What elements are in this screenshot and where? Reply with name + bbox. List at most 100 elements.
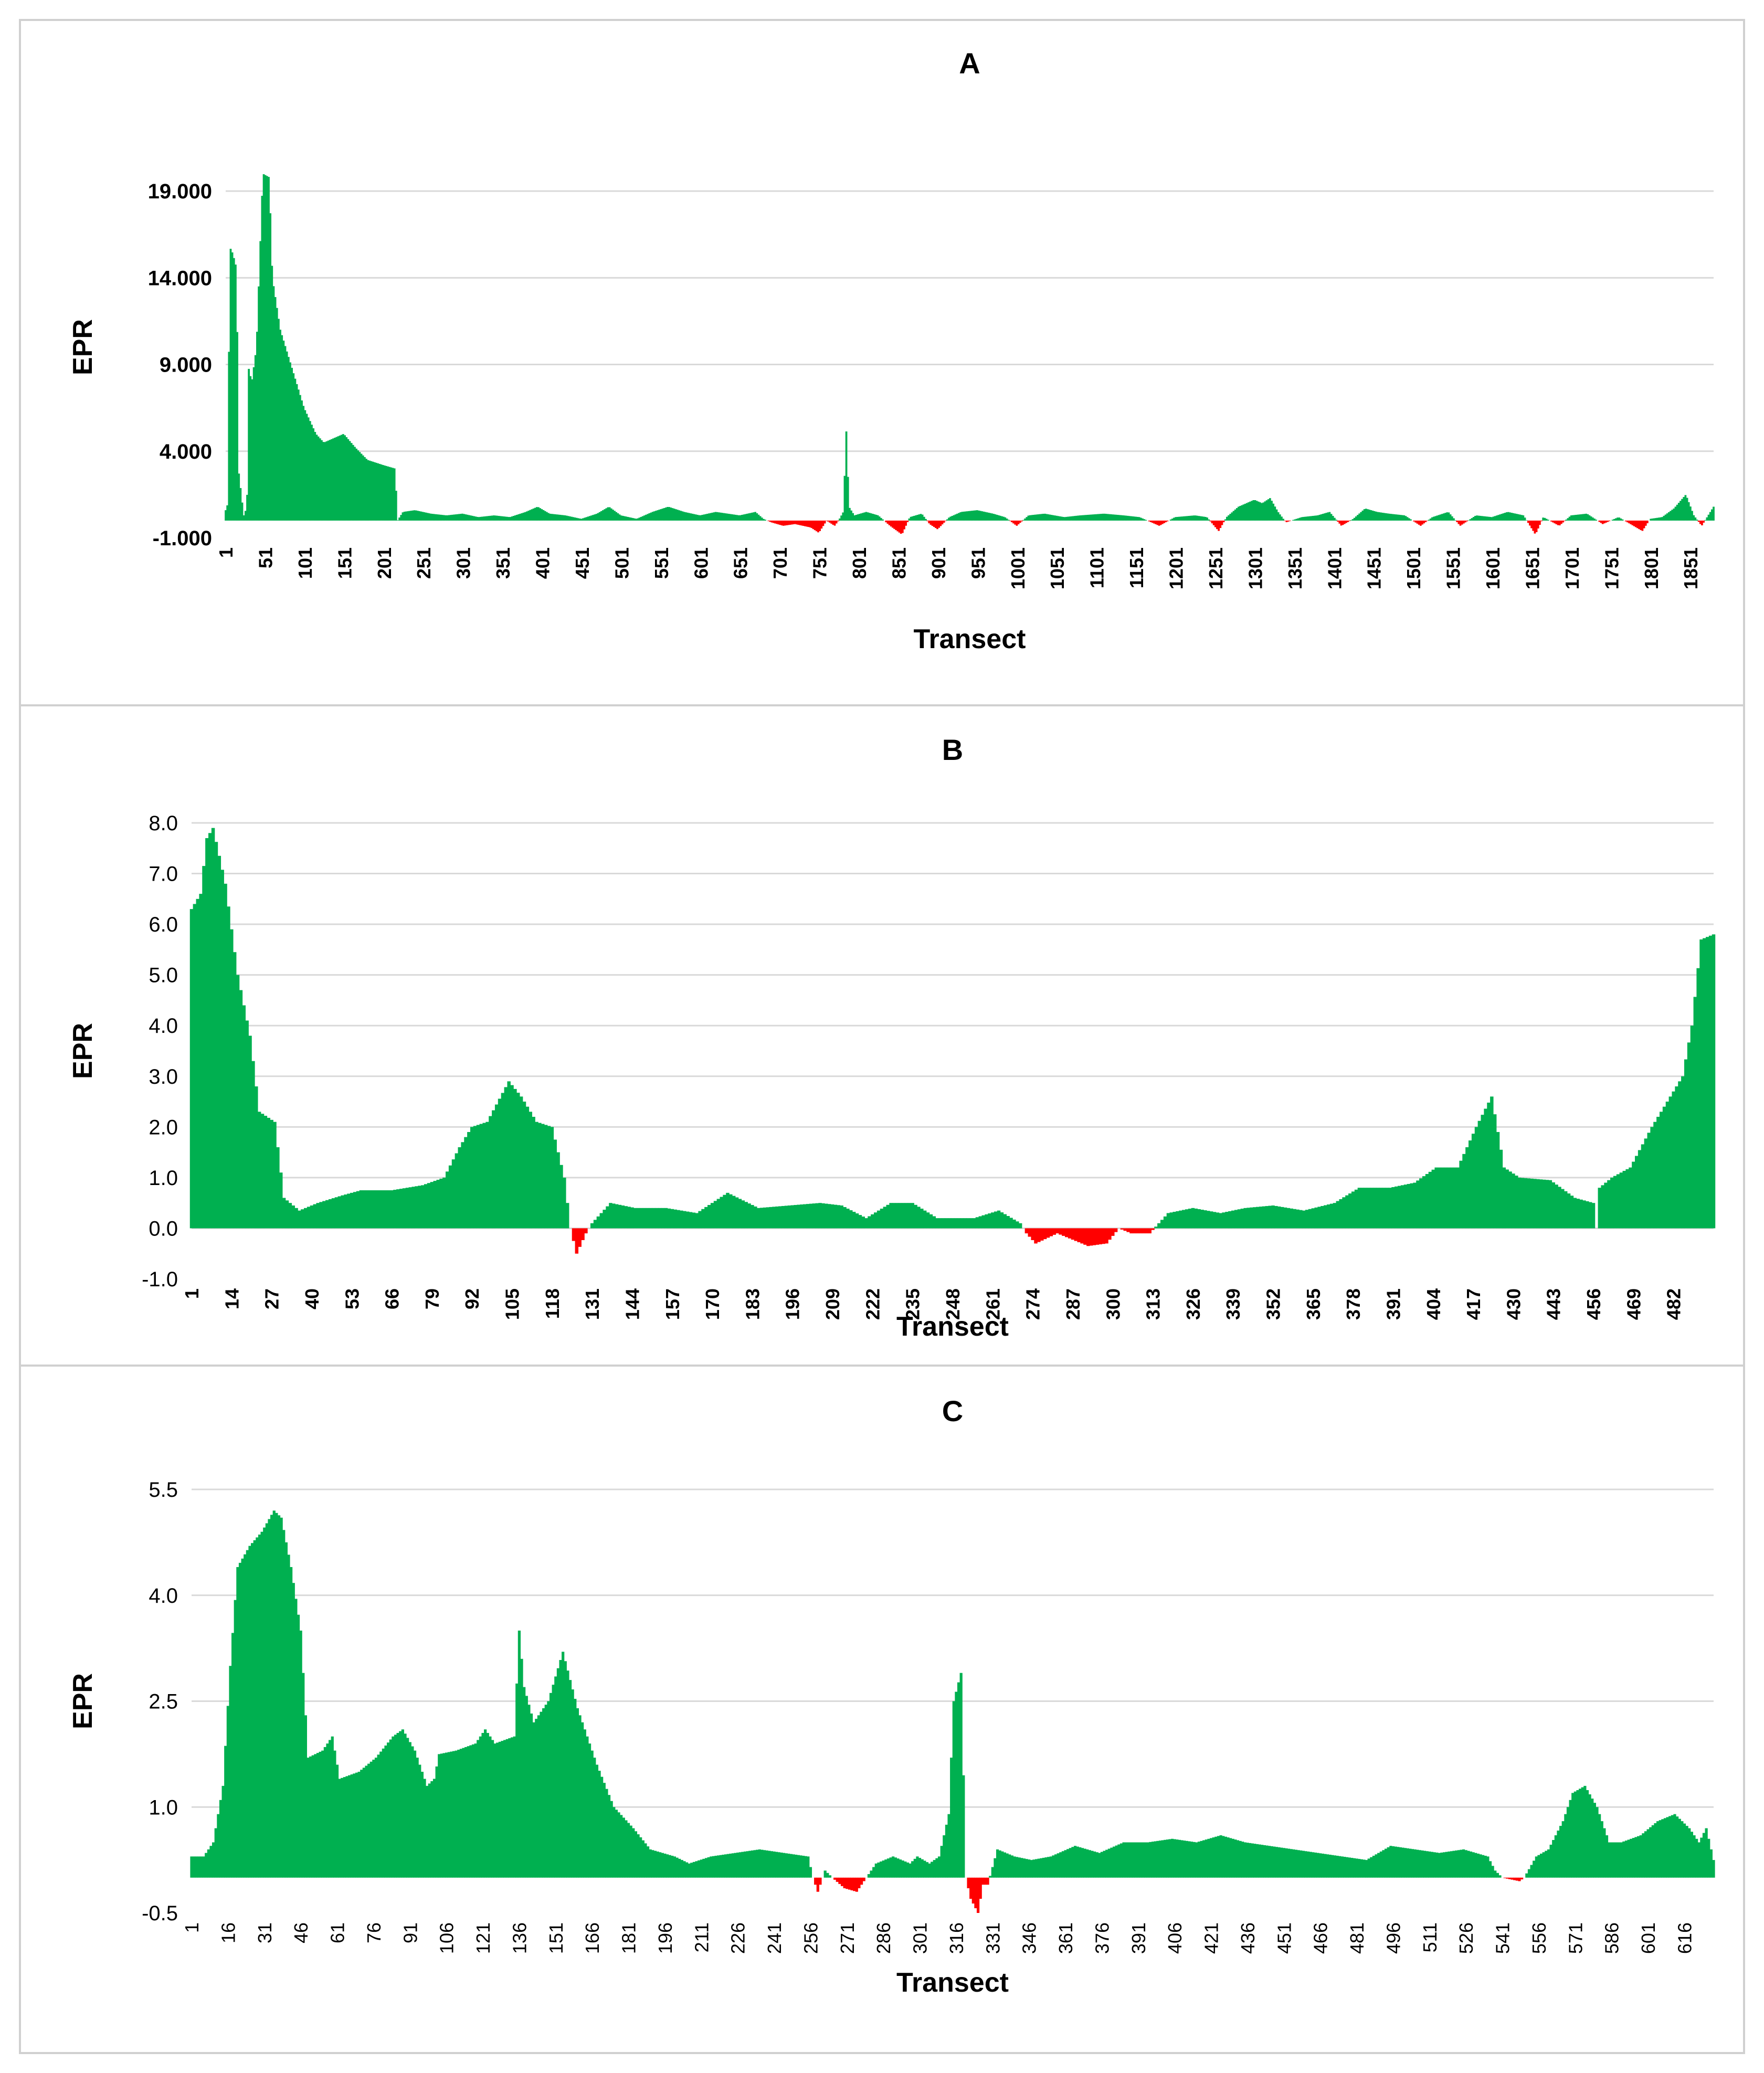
bar-positive (1381, 512, 1384, 521)
bar-positive (246, 494, 248, 521)
bar-positive (744, 514, 747, 521)
bar-negative (981, 1877, 985, 1885)
bar-positive (892, 1203, 896, 1229)
bar-positive (724, 513, 727, 521)
bar-positive (1119, 1843, 1123, 1878)
bar-negative (1562, 520, 1564, 523)
bar-positive (373, 462, 376, 521)
bar-positive (1055, 515, 1058, 521)
bar-positive (1212, 1212, 1217, 1229)
bar-positive (1591, 1799, 1594, 1878)
bar-positive (901, 1860, 904, 1878)
bar-positive (258, 286, 260, 521)
bar-positive (1170, 1838, 1174, 1878)
bar-negative (1539, 520, 1541, 525)
bar-positive (607, 507, 609, 521)
bar-negative (1511, 1877, 1514, 1880)
bar-negative (984, 1877, 987, 1885)
bar-positive (1395, 1186, 1398, 1229)
bar-positive (531, 509, 533, 521)
y-tick-label: 19.000 (148, 180, 212, 203)
bar-positive (653, 511, 656, 521)
bar-positive (615, 1204, 619, 1229)
bar-positive (772, 1207, 776, 1229)
bar-positive (968, 511, 970, 521)
bar-positive (913, 515, 915, 521)
bar-positive (428, 513, 430, 521)
bar-positive (1582, 514, 1584, 521)
bar-positive (700, 515, 702, 521)
bar-positive (1419, 1178, 1423, 1229)
bar-positive (1399, 1847, 1402, 1878)
bar-positive (1225, 1212, 1229, 1229)
bar-positive (1093, 514, 1096, 521)
bar-positive (1235, 508, 1238, 521)
bar-negative (792, 520, 795, 525)
bar-positive (1132, 1842, 1135, 1878)
bar-positive (1588, 1202, 1592, 1229)
bar-positive (225, 510, 227, 521)
bar-positive (1693, 515, 1695, 521)
bar-positive (582, 518, 585, 521)
bar-positive (595, 514, 598, 521)
bar-positive (1499, 514, 1502, 521)
bar-positive (387, 1742, 390, 1878)
bar-positive (799, 1855, 802, 1878)
bar-positive (491, 1740, 494, 1878)
bar-negative (1506, 1877, 1509, 1879)
bar-positive (918, 514, 921, 521)
bar-positive (1666, 513, 1668, 521)
bar-positive (1312, 516, 1314, 521)
bar-positive (1208, 519, 1210, 521)
bar-positive (1205, 1839, 1208, 1878)
bar-negative (860, 1877, 863, 1885)
bar-positive (242, 515, 245, 521)
x-tick-label: 1 (215, 547, 237, 558)
bar-positive (812, 1203, 816, 1229)
bar-positive (698, 515, 700, 521)
bar-positive (1319, 1853, 1322, 1878)
bar-negative (1089, 1228, 1093, 1246)
bar-positive (732, 1196, 736, 1229)
y-tick-label: 5.5 (149, 1478, 178, 1501)
bar-positive (638, 517, 641, 521)
bar-positive (279, 330, 281, 521)
bar-positive (1408, 518, 1410, 521)
bar-negative (1534, 520, 1536, 534)
bar-positive (1484, 516, 1486, 521)
bar-positive (1524, 1178, 1528, 1229)
bar-positive (880, 1209, 884, 1229)
bar-positive (720, 512, 722, 521)
bar-positive (639, 1837, 642, 1878)
bar-positive (1333, 517, 1336, 521)
bar-positive (1342, 1197, 1346, 1229)
x-tick-label: 751 (809, 547, 831, 579)
bar-positive (624, 516, 626, 521)
bar-positive (704, 1207, 708, 1229)
bar-positive (1456, 1167, 1460, 1229)
bar-positive (574, 517, 576, 521)
bar-positive (393, 468, 396, 521)
bar-positive (1247, 1208, 1250, 1229)
bar-positive (1608, 1842, 1611, 1878)
bar-positive (415, 510, 417, 521)
bar-positive (1345, 1195, 1349, 1229)
bar-positive (496, 515, 499, 521)
bar-positive (499, 516, 502, 521)
bar-positive (778, 1206, 782, 1229)
bar-positive (1492, 516, 1495, 521)
bar-positive (585, 517, 588, 521)
bar-positive (1066, 1849, 1070, 1878)
bar-positive (733, 514, 735, 521)
bar-positive (504, 516, 506, 521)
bar-positive (578, 519, 581, 521)
bar-positive (345, 437, 348, 521)
bar-positive (1585, 513, 1588, 521)
bar-positive (603, 1210, 606, 1229)
bar-positive (826, 1873, 829, 1878)
bar-negative (1535, 520, 1538, 532)
bar-positive (614, 511, 616, 521)
bar-positive (304, 1715, 307, 1878)
y-tick-label: 1.0 (149, 1167, 178, 1190)
bar-positive (1234, 1839, 1237, 1878)
